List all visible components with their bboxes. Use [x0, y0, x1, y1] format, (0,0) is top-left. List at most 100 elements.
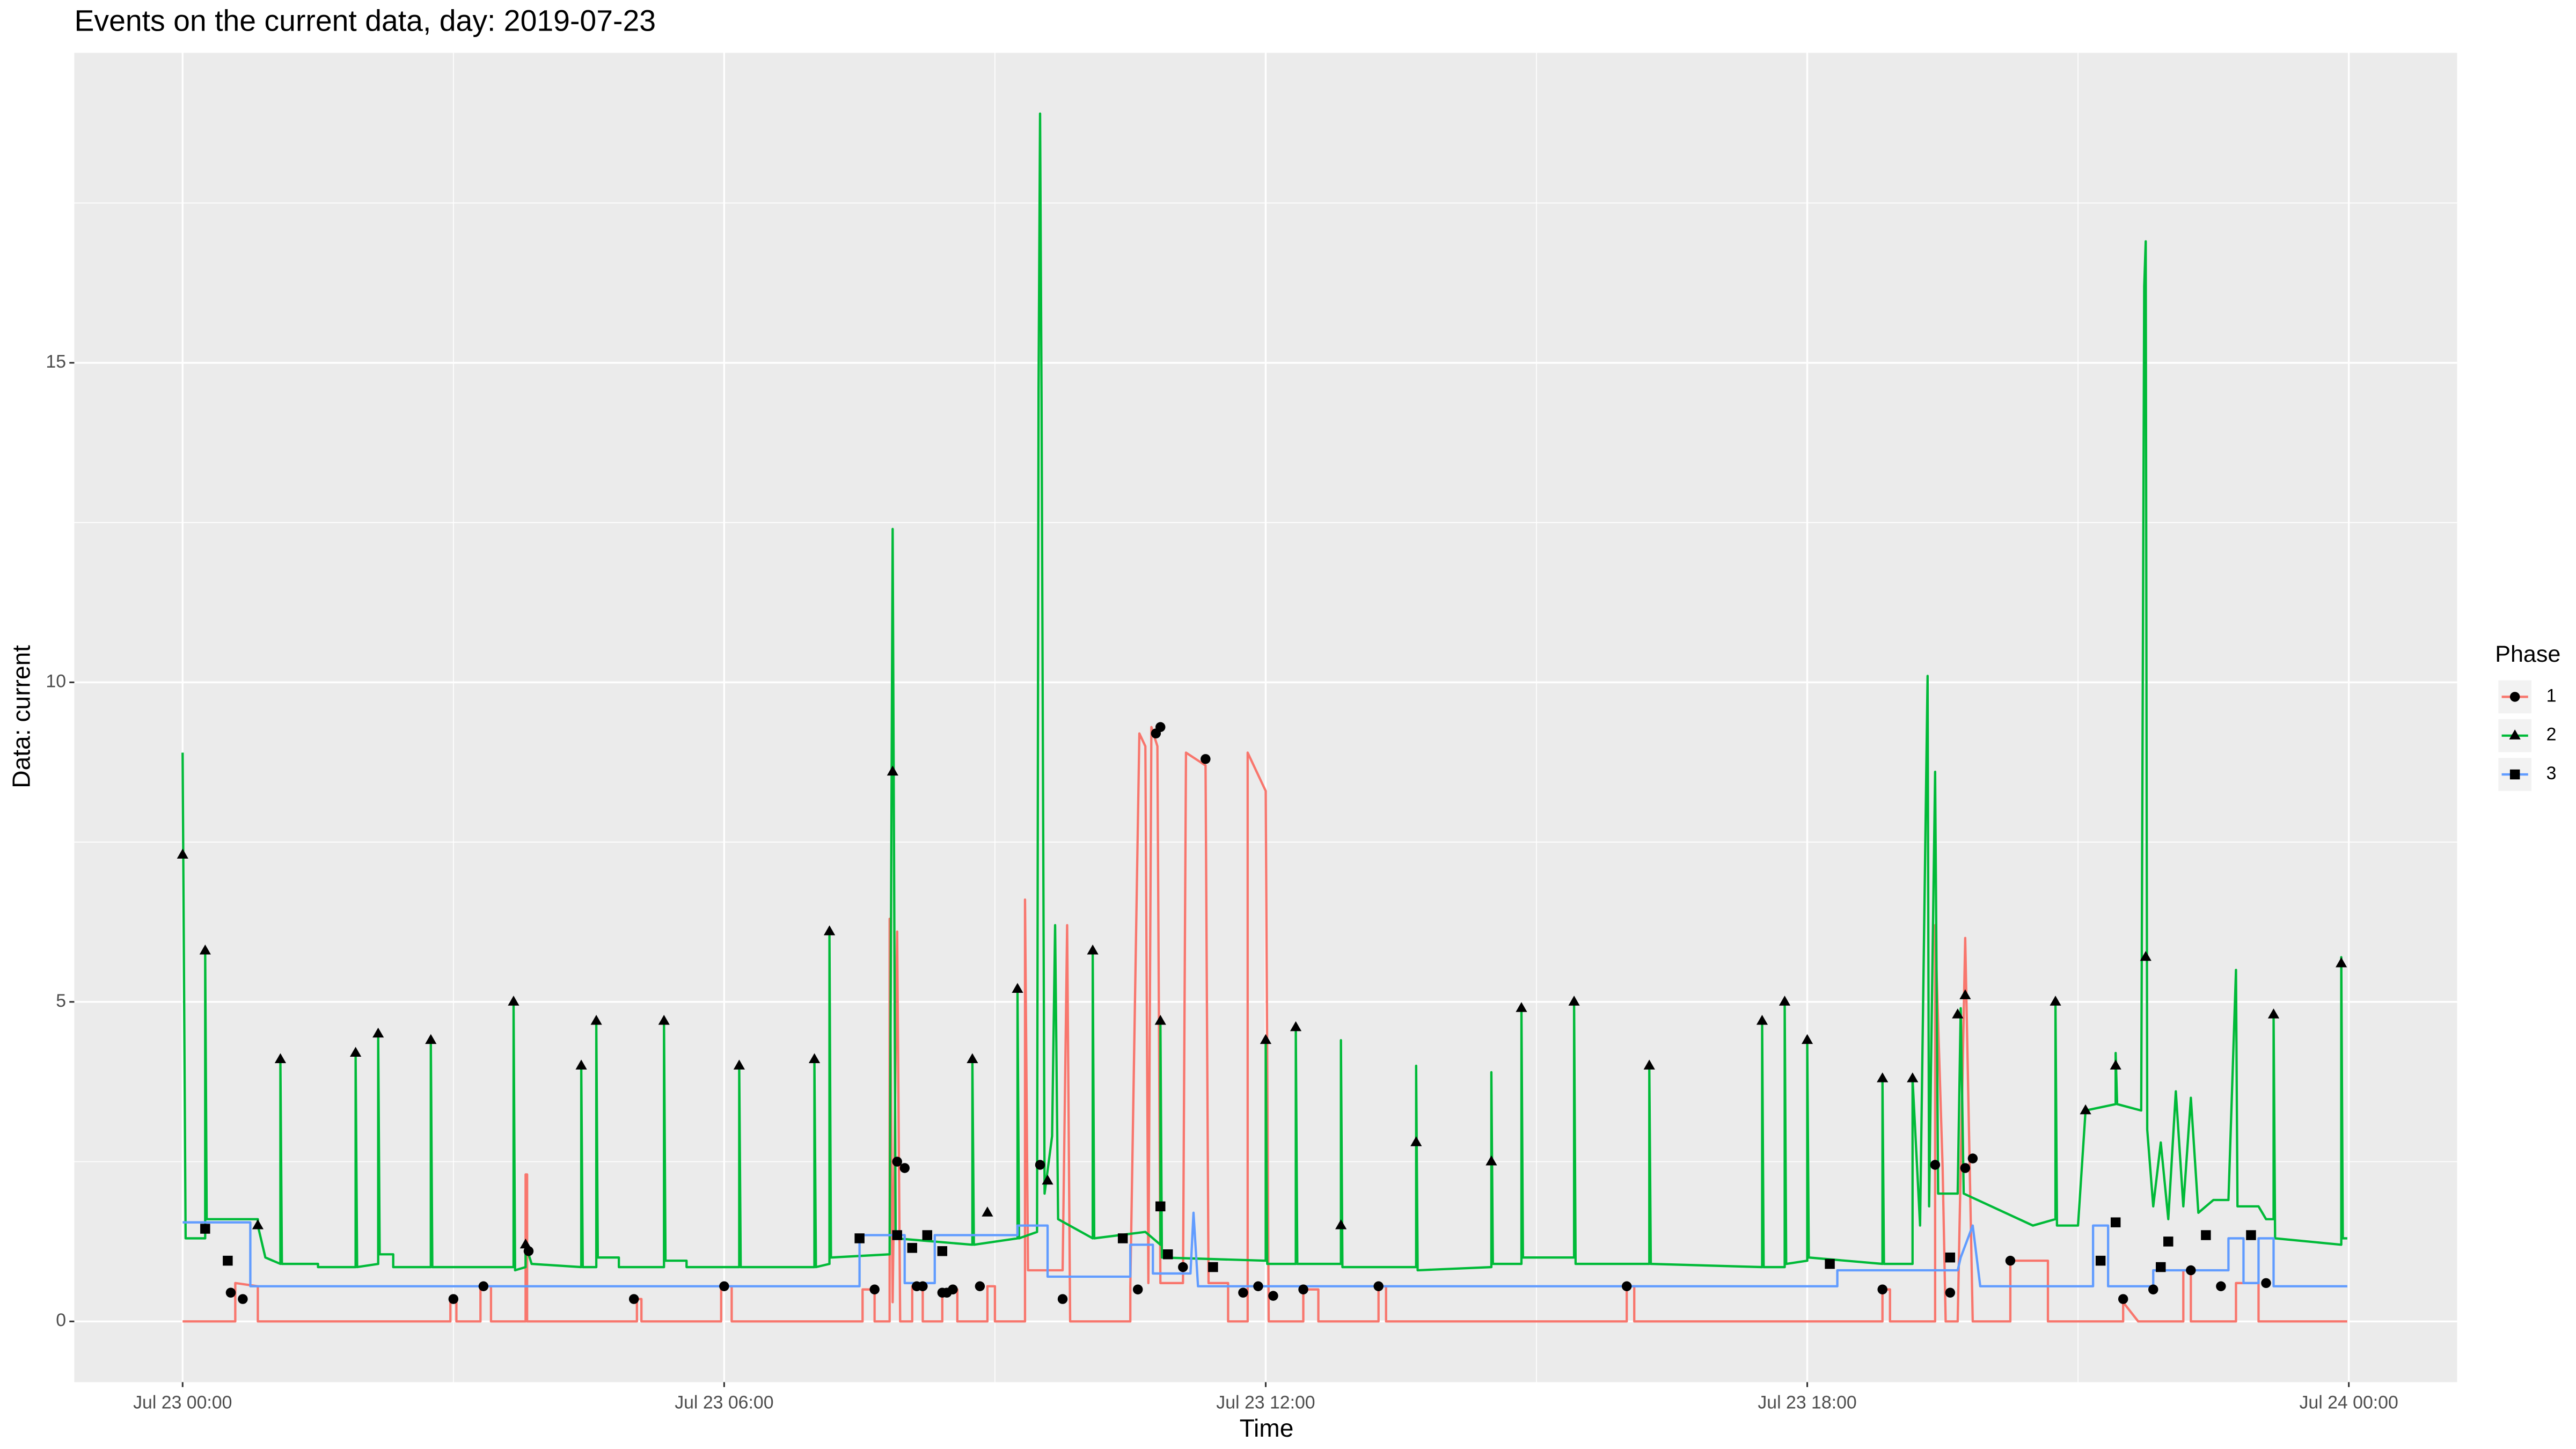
event-point: [1877, 1072, 1889, 1082]
y-tick-label: 5: [56, 991, 66, 1011]
event-point: [1568, 996, 1580, 1006]
event-point: [2246, 1230, 2256, 1240]
x-tick-label: Jul 23 06:00: [675, 1392, 773, 1413]
event-point: [1154, 1015, 1166, 1025]
event-point: [948, 1284, 958, 1294]
event-point: [823, 925, 836, 935]
event-point: [1959, 989, 1971, 999]
event-point: [1035, 1160, 1045, 1170]
event-point: [854, 1233, 865, 1243]
event-point: [575, 1059, 587, 1070]
event-point: [1801, 1034, 1813, 1044]
event-point: [1178, 1262, 1188, 1272]
event-point: [1163, 1249, 1173, 1260]
event-point: [1952, 1008, 1964, 1019]
event-point: [887, 765, 898, 776]
legend-label: 1: [2546, 685, 2557, 706]
events: [177, 722, 2347, 1304]
event-point: [1907, 1072, 1919, 1082]
event-point: [1208, 1262, 1218, 1272]
event-point: [372, 1027, 384, 1038]
event-point: [1253, 1281, 1263, 1291]
axes: 0 5 10 15 Jul 23 00:00 Jul 23 06:00 Jul 23 12:…: [46, 352, 2398, 1413]
legend-key-point: [2509, 692, 2520, 702]
event-point: [274, 1053, 287, 1063]
event-point: [2110, 1217, 2121, 1227]
event-point: [922, 1230, 933, 1240]
event-point: [2201, 1230, 2211, 1240]
event-point: [982, 1206, 993, 1217]
event-point: [1268, 1291, 1278, 1301]
event-point: [1132, 1284, 1143, 1294]
event-point: [1335, 1219, 1347, 1230]
event-point: [1042, 1174, 1053, 1185]
event-point: [2186, 1265, 2196, 1276]
event-point: [1621, 1281, 1632, 1291]
event-point: [892, 1157, 902, 1167]
event-point: [519, 1238, 531, 1249]
legend-key-point: [2509, 769, 2520, 780]
event-point: [658, 1015, 670, 1025]
event-point: [1825, 1258, 1835, 1269]
event-point: [1930, 1160, 1941, 1170]
event-point: [590, 1015, 602, 1025]
x-axis-title: Time: [1240, 1414, 1294, 1442]
event-point: [1087, 945, 1099, 955]
event-point: [1155, 722, 1166, 733]
event-point: [937, 1246, 948, 1256]
event-point: [2140, 950, 2151, 961]
event-point: [918, 1281, 928, 1291]
event-point: [1779, 996, 1791, 1006]
event-point: [1877, 1284, 1887, 1294]
event-point: [899, 1163, 910, 1173]
event-point: [1960, 1163, 1971, 1173]
event-point: [1012, 983, 1023, 993]
event-point: [1516, 1002, 1527, 1012]
event-point: [2261, 1278, 2271, 1289]
legend: 1 2 3: [2498, 680, 2556, 791]
event-point: [177, 848, 188, 859]
event-point: [1967, 1153, 1978, 1163]
event-point: [1373, 1281, 1384, 1291]
event-point: [2267, 1008, 2280, 1019]
event-point: [1945, 1252, 1956, 1263]
event-point: [1410, 1136, 1422, 1146]
event-point: [1298, 1284, 1308, 1294]
event-point: [1643, 1059, 1655, 1070]
event-point: [350, 1046, 362, 1057]
event-point: [2216, 1281, 2226, 1291]
legend-label: 2: [2546, 724, 2557, 745]
event-point: [975, 1281, 985, 1291]
event-point: [425, 1034, 437, 1044]
event-point: [733, 1059, 745, 1070]
y-tick-label: 0: [56, 1310, 66, 1330]
event-point: [2118, 1294, 2128, 1304]
event-point: [2110, 1059, 2121, 1070]
event-point: [508, 996, 519, 1006]
event-point: [2156, 1262, 2166, 1272]
event-point: [892, 1230, 902, 1240]
legend-label: 3: [2546, 763, 2557, 784]
event-point: [1201, 754, 1211, 764]
event-point: [907, 1243, 917, 1253]
event-point: [238, 1294, 248, 1304]
event-point: [1057, 1294, 1068, 1304]
x-tick-label: Jul 23 12:00: [1216, 1392, 1315, 1413]
event-point: [523, 1246, 534, 1256]
y-tick-label: 15: [46, 352, 66, 372]
legend-key-point: [2509, 729, 2521, 740]
event-point: [1485, 1155, 1497, 1166]
legend-title: Phase: [2495, 641, 2560, 667]
event-point: [1155, 1201, 1166, 1212]
x-tick-label: Jul 24 00:00: [2299, 1392, 2398, 1413]
event-point: [199, 945, 211, 955]
event-point: [1756, 1015, 1768, 1025]
event-point: [967, 1053, 978, 1063]
event-point: [628, 1294, 639, 1304]
x-tick-label: Jul 23 00:00: [133, 1392, 232, 1413]
event-point: [2080, 1104, 2091, 1115]
event-point: [478, 1281, 489, 1291]
event-point: [448, 1294, 459, 1304]
